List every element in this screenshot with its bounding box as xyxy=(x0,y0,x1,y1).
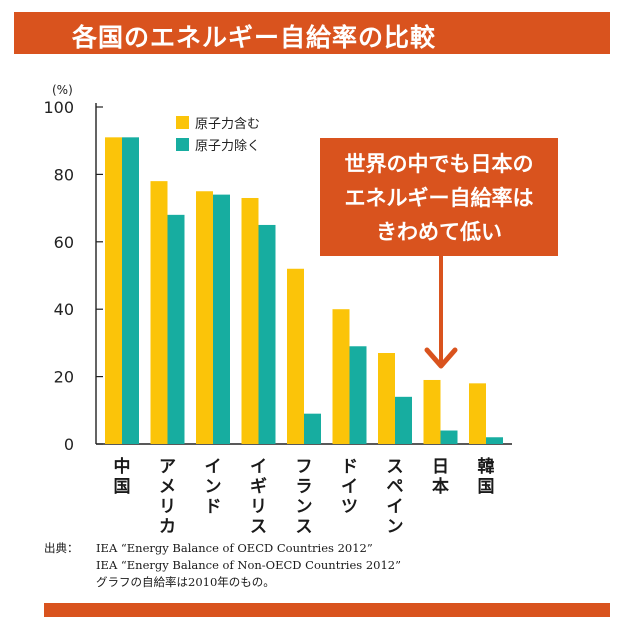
category-label: 国 xyxy=(114,477,131,497)
bar xyxy=(258,224,276,444)
legend-label: 原子力除く xyxy=(195,139,260,154)
y-tick-label: 40 xyxy=(54,300,74,319)
source-line-3: グラフの自給率は2010年のもの。 xyxy=(96,575,275,589)
chart-bars xyxy=(105,137,503,444)
footer-bar xyxy=(44,603,610,617)
legend-label: 原子力含む xyxy=(195,116,260,132)
bar xyxy=(469,383,486,444)
category-label: ス xyxy=(250,517,267,537)
callout-arrow-head xyxy=(424,347,458,369)
y-tick-label: 60 xyxy=(54,233,74,252)
bar xyxy=(395,396,412,444)
y-axis-unit: (%) xyxy=(52,83,73,97)
bar xyxy=(105,137,122,444)
category-label: リ xyxy=(250,497,267,517)
category-label: イ xyxy=(387,497,404,517)
callout-arrow xyxy=(424,256,458,369)
category-label: 本 xyxy=(432,476,449,497)
category-label: メ xyxy=(159,477,176,497)
y-tick-label: 100 xyxy=(43,98,74,117)
category-label: ス xyxy=(387,457,404,477)
bar xyxy=(213,194,230,444)
category-label: フ xyxy=(296,457,313,477)
source-line-2: IEA “Energy Balance of Non-OECD Countrie… xyxy=(96,558,401,572)
bar xyxy=(196,191,213,444)
callout-line-2: エネルギー自給率は xyxy=(344,186,534,210)
source-line-1: IEA “Energy Balance of OECD Countries 20… xyxy=(96,541,373,555)
category-label: ツ xyxy=(341,497,358,517)
category-label: 日 xyxy=(432,457,449,477)
category-label: イ xyxy=(250,457,267,477)
legend-swatch xyxy=(176,138,189,151)
y-tick-label: 80 xyxy=(54,165,74,184)
category-label: ン xyxy=(296,497,313,517)
callout-box: 世界の中でも日本の エネルギー自給率は きわめて低い xyxy=(320,138,558,256)
bar xyxy=(287,268,304,444)
bar xyxy=(122,137,139,444)
category-label: ド xyxy=(341,457,358,477)
title-banner: 各国のエネルギー自給率の比較 xyxy=(14,12,610,54)
callout-line-1: 世界の中でも日本の xyxy=(344,152,534,176)
bar xyxy=(150,181,168,444)
source-label: 出典： xyxy=(44,541,79,555)
y-tick-label: 20 xyxy=(54,368,74,387)
category-label: イ xyxy=(205,457,222,477)
bar xyxy=(440,430,458,444)
bar xyxy=(167,214,185,444)
category-label: ス xyxy=(296,517,313,537)
bar xyxy=(423,379,441,444)
bar xyxy=(304,413,321,444)
bar xyxy=(486,437,503,444)
chart-axes: (%) 0 20 40 60 80 100 xyxy=(43,83,512,454)
category-label: カ xyxy=(159,517,176,537)
legend-swatch xyxy=(176,116,189,129)
page-title: 各国のエネルギー自給率の比較 xyxy=(72,23,437,52)
category-label: 韓 xyxy=(478,456,495,477)
bar xyxy=(332,309,350,444)
bar xyxy=(378,353,395,444)
bar xyxy=(349,346,367,444)
y-tick-label: 0 xyxy=(64,435,74,454)
callout-line-3: きわめて低い xyxy=(376,220,502,244)
category-label: リ xyxy=(159,497,176,517)
category-label: ギ xyxy=(250,477,267,497)
category-label: ア xyxy=(159,457,176,477)
category-label: ド xyxy=(205,497,222,517)
category-label: 国 xyxy=(478,477,495,497)
category-label: ン xyxy=(205,477,222,497)
category-label: 中 xyxy=(114,456,131,477)
bar xyxy=(241,197,259,444)
category-label: ラ xyxy=(296,477,313,497)
category-label: ペ xyxy=(387,477,404,497)
category-label: ン xyxy=(387,517,404,537)
category-label: イ xyxy=(341,477,358,497)
